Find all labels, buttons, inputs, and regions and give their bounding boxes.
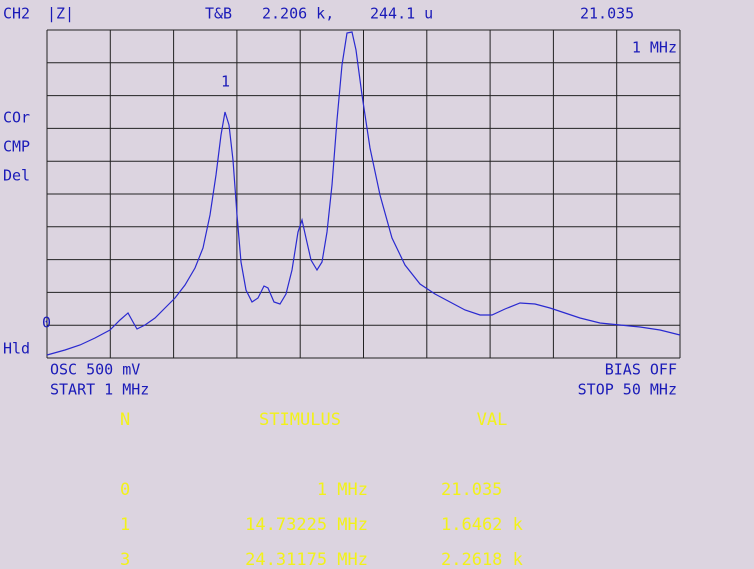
side-label: COr (3, 109, 30, 127)
oscillator: OSC 500 mV (50, 361, 140, 379)
start: START 1 MHz (50, 381, 149, 399)
span-label: 1 MHz (632, 39, 677, 57)
marker-label: 0 (42, 314, 51, 332)
parameter: |Z| (47, 5, 74, 23)
row-index: 0 (120, 480, 130, 500)
row-stimulus: 14.73225 MHz (245, 515, 368, 535)
value-1: 2.206 k, (262, 5, 334, 23)
marker-label: 1 (221, 73, 230, 91)
row-stimulus: 24.31175 MHz (245, 550, 368, 569)
table-header: STIMULUS (259, 410, 341, 430)
row-index: 1 (120, 515, 130, 535)
table-header: VAL (477, 410, 508, 430)
row-stimulus: 1 MHz (317, 480, 368, 500)
side-label: Del (3, 167, 30, 185)
row-index: 3 (120, 550, 130, 569)
table-header: N (120, 410, 130, 430)
reading: 21.035 (580, 5, 634, 23)
side-label: Hld (3, 340, 30, 358)
side-label: CMP (3, 138, 30, 156)
stop: STOP 50 MHz (578, 381, 677, 399)
trace (46, 31, 681, 356)
row-value: 1.6462 k (441, 515, 523, 535)
row-value: 2.2618 k (441, 550, 523, 569)
bias: BIAS OFF (605, 361, 677, 379)
table-rows: 0 1 MHz 21.035 1 14.73225 MHz 1.6462 k 3 24.311… (120, 480, 523, 569)
graticule (46, 29, 681, 359)
channel: CH2 (3, 5, 30, 23)
row-value: 21.035 (441, 480, 502, 500)
value-2: 244.1 u (370, 5, 433, 23)
mode: T&B (205, 5, 232, 23)
